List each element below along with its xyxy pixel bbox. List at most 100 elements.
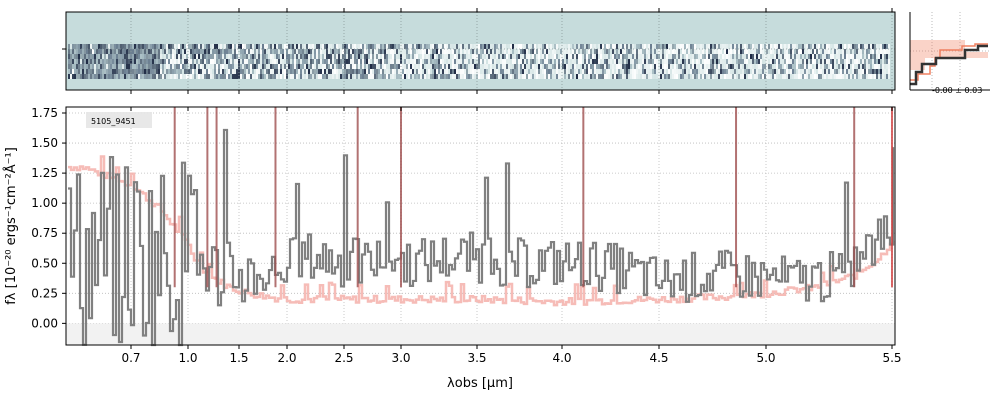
trace-pixel	[434, 44, 436, 49]
trace-pixel	[654, 49, 656, 54]
trace-pixel	[562, 64, 564, 69]
trace-pixel	[814, 59, 816, 64]
trace-pixel	[158, 44, 160, 49]
trace-pixel	[566, 69, 568, 74]
trace-pixel	[620, 44, 622, 49]
trace-pixel	[792, 64, 794, 69]
trace-pixel	[342, 64, 344, 69]
trace-pixel	[826, 49, 828, 54]
trace-pixel	[266, 54, 268, 59]
trace-pixel	[696, 44, 698, 49]
trace-pixel	[776, 69, 778, 74]
trace-pixel	[786, 74, 788, 79]
trace-pixel	[720, 74, 722, 79]
trace-pixel	[452, 49, 454, 54]
trace-pixel	[600, 49, 602, 54]
trace-pixel	[254, 74, 256, 79]
trace-pixel	[740, 64, 742, 69]
trace-pixel	[498, 69, 500, 74]
trace-pixel	[628, 54, 630, 59]
trace-pixel	[370, 59, 372, 64]
trace-pixel	[404, 54, 406, 59]
trace-pixel	[642, 54, 644, 59]
trace-pixel	[428, 49, 430, 54]
trace-pixel	[776, 64, 778, 69]
trace-pixel	[508, 74, 510, 79]
trace-pixel	[324, 74, 326, 79]
trace-pixel	[458, 49, 460, 54]
trace-pixel	[458, 59, 460, 64]
trace-pixel	[698, 64, 700, 69]
trace-pixel	[190, 74, 192, 79]
trace-pixel	[498, 49, 500, 54]
trace-pixel	[402, 54, 404, 59]
trace-pixel	[492, 64, 494, 69]
flux-series	[68, 128, 895, 347]
trace-pixel	[254, 54, 256, 59]
trace-pixel	[722, 59, 724, 64]
trace-pixel	[668, 44, 670, 49]
trace-pixel	[564, 59, 566, 64]
trace-pixel	[762, 54, 764, 59]
trace-pixel	[296, 69, 298, 74]
trace-pixel	[790, 44, 792, 49]
trace-pixel	[386, 54, 388, 59]
trace-pixel	[314, 74, 316, 79]
trace-pixel	[380, 59, 382, 64]
trace-pixel	[556, 64, 558, 69]
trace-pixel	[490, 74, 492, 79]
trace-pixel	[456, 49, 458, 54]
trace-pixel	[620, 69, 622, 74]
trace-pixel	[300, 59, 302, 64]
trace-pixel	[610, 74, 612, 79]
trace-pixel	[652, 49, 654, 54]
trace-pixel	[372, 44, 374, 49]
trace-pixel	[454, 69, 456, 74]
trace-pixel	[538, 74, 540, 79]
trace-pixel	[720, 44, 722, 49]
trace-pixel	[814, 44, 816, 49]
trace-pixel	[340, 44, 342, 49]
trace-pixel	[468, 69, 470, 74]
trace-pixel	[878, 44, 880, 49]
trace-pixel	[82, 49, 84, 54]
trace-pixel	[256, 44, 258, 49]
trace-pixel	[350, 49, 352, 54]
trace-pixel	[170, 44, 172, 49]
trace-pixel	[392, 64, 394, 69]
trace-pixel	[870, 54, 872, 59]
trace-pixel	[456, 74, 458, 79]
trace-pixel	[272, 59, 274, 64]
trace-pixel	[510, 44, 512, 49]
trace-pixel	[872, 69, 874, 74]
trace-pixel	[450, 64, 452, 69]
trace-pixel	[330, 59, 332, 64]
trace-pixel	[280, 54, 282, 59]
trace-pixel	[584, 64, 586, 69]
trace-pixel	[504, 69, 506, 74]
spectrum-1d-grid	[66, 107, 895, 345]
trace-pixel	[312, 49, 314, 54]
trace-pixel	[260, 59, 262, 64]
trace-pixel	[678, 54, 680, 59]
trace-pixel	[490, 69, 492, 74]
trace-pixel	[254, 64, 256, 69]
trace-pixel	[282, 69, 284, 74]
trace-pixel	[716, 69, 718, 74]
trace-pixel	[696, 69, 698, 74]
trace-pixel	[456, 44, 458, 49]
trace-pixel	[286, 59, 288, 64]
trace-pixel	[588, 64, 590, 69]
trace-pixel	[672, 44, 674, 49]
trace-pixel	[182, 54, 184, 59]
trace-pixel	[256, 69, 258, 74]
trace-pixel	[480, 54, 482, 59]
trace-pixel	[290, 64, 292, 69]
trace-pixel	[610, 44, 612, 49]
trace-pixel	[88, 74, 90, 79]
trace-pixel	[338, 59, 340, 64]
trace-pixel	[842, 49, 844, 54]
trace-pixel	[276, 64, 278, 69]
trace-pixel	[350, 44, 352, 49]
trace-pixel	[570, 44, 572, 49]
